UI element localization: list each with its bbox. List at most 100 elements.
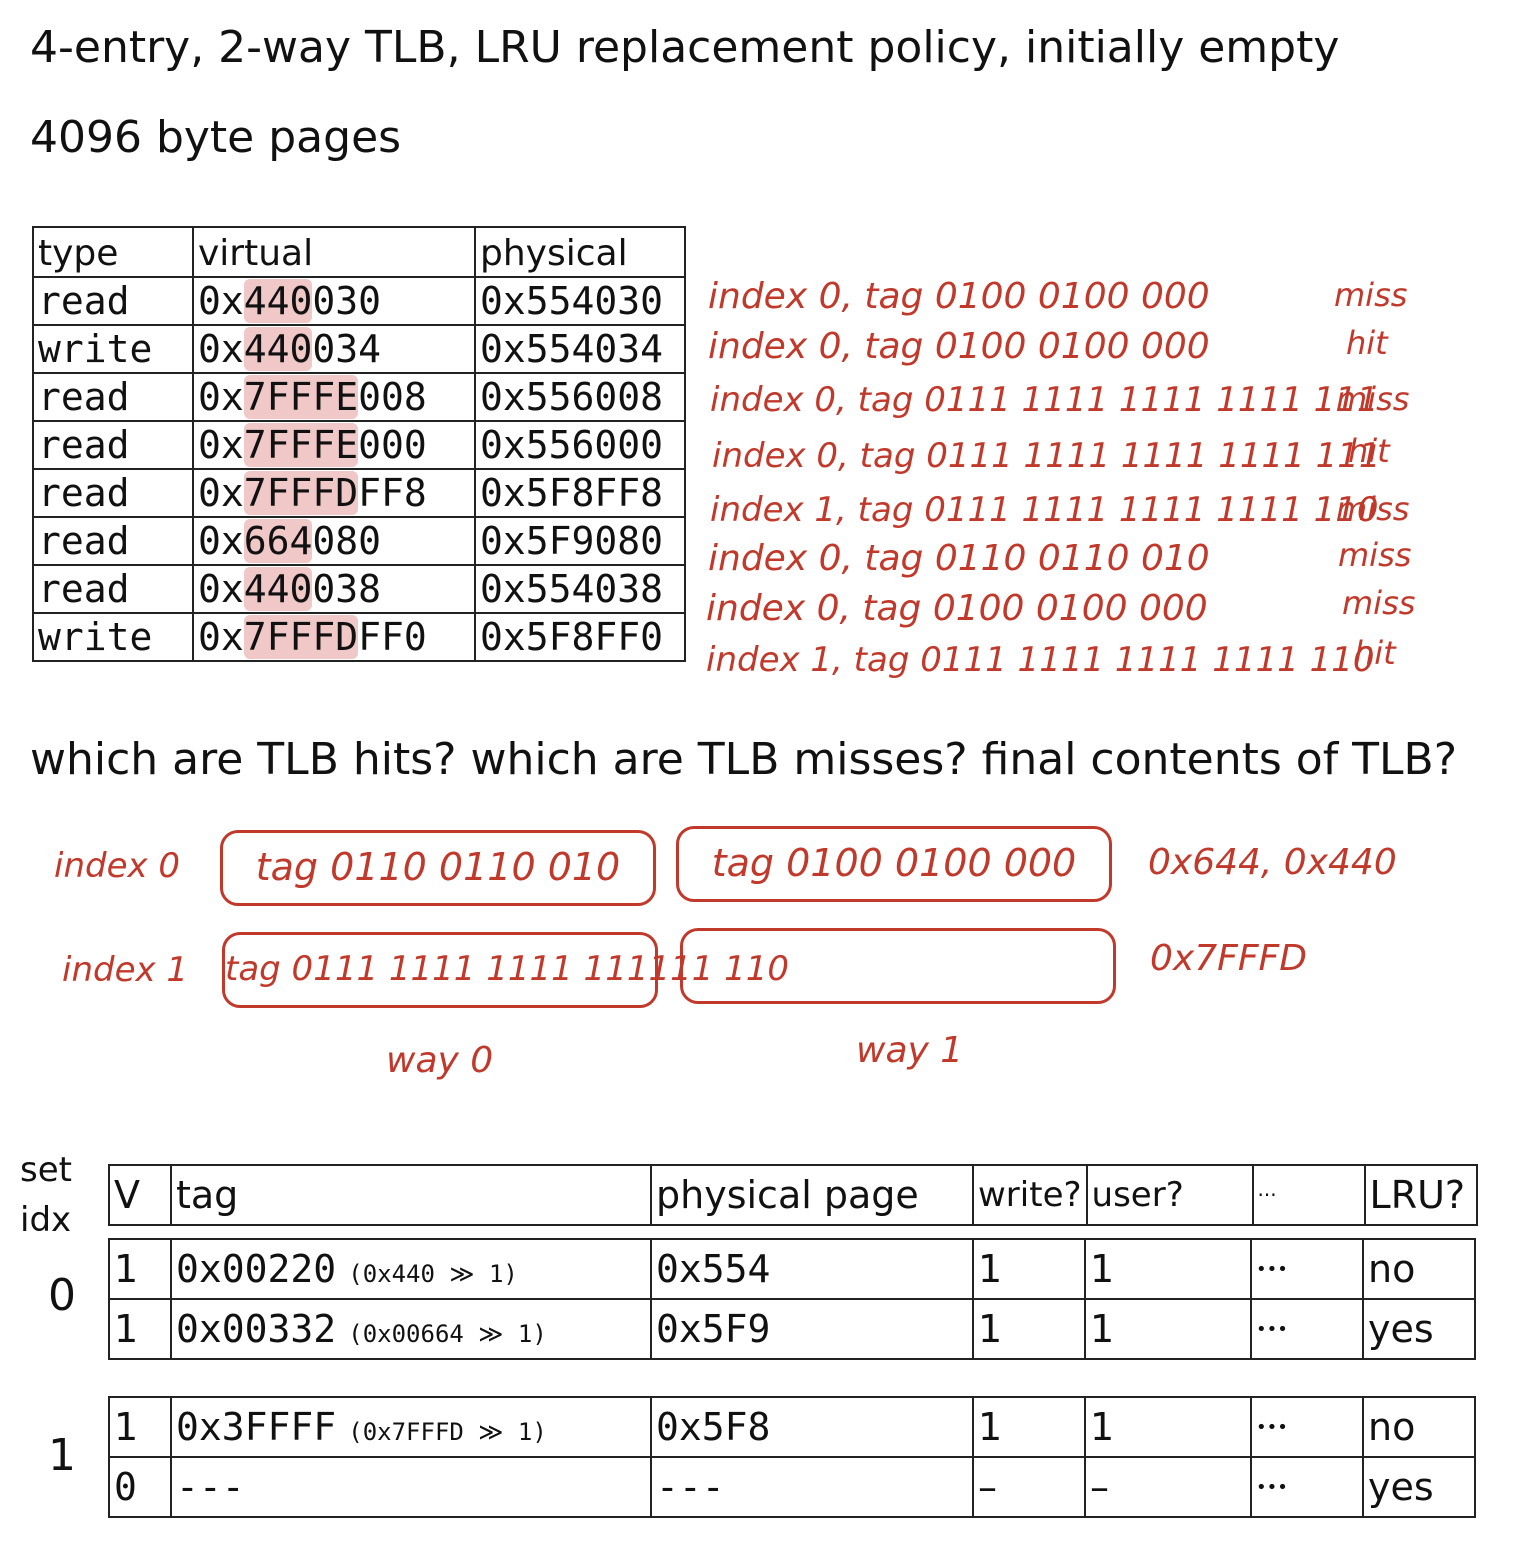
access-type: read <box>32 468 194 518</box>
header-physical-page: physical page <box>650 1164 974 1226</box>
entry-write: 1 <box>972 1298 1086 1360</box>
sketch-box-set1-way1 <box>680 928 1116 1004</box>
entry-physical-page: 0x554 <box>650 1238 974 1300</box>
entry-valid: 1 <box>108 1238 172 1300</box>
vpn-highlight: 440 <box>243 567 313 611</box>
virtual-address: 0x7FFFE008 <box>192 372 476 422</box>
entry-user: 1 <box>1084 1238 1252 1300</box>
virtual-address: 0x440034 <box>192 324 476 374</box>
virtual-address: 0x664080 <box>192 516 476 566</box>
access-type: read <box>32 564 194 614</box>
virtual-address: 0x7FFFE000 <box>192 420 476 470</box>
entry-user: – <box>1084 1456 1252 1518</box>
set-header-set: set <box>20 1150 72 1190</box>
entry-more: ••• <box>1250 1238 1364 1300</box>
vpn-highlight: 7FFFD <box>243 471 359 515</box>
access-row: read 0x7FFFE000 0x556000 <box>32 420 686 470</box>
annotation-index-tag: index 0, tag 0100 0100 000 <box>708 276 1210 317</box>
sketch-index0-label: index 0 <box>54 846 181 886</box>
virtual-address: 0x7FFFDFF0 <box>192 612 476 662</box>
header-valid: V <box>108 1164 172 1226</box>
entry-lru: no <box>1362 1238 1476 1300</box>
access-row: read 0x7FFFE008 0x556008 <box>32 372 686 422</box>
vpn-highlight: 7FFFD <box>243 615 359 659</box>
sketch-way1-label: way 1 <box>856 1030 964 1071</box>
access-type: write <box>32 612 194 662</box>
header-virtual: virtual <box>192 226 476 278</box>
entry-write: 1 <box>972 1238 1086 1300</box>
header-user: user? <box>1085 1164 1254 1226</box>
access-type: read <box>32 420 194 470</box>
vpn-highlight: 7FFFE <box>243 375 359 419</box>
virtual-address: 0x440030 <box>192 276 476 326</box>
entry-lru: yes <box>1362 1298 1476 1360</box>
physical-address: 0x554030 <box>474 276 686 326</box>
entry-more: ••• <box>1250 1298 1364 1360</box>
physical-address: 0x554034 <box>474 324 686 374</box>
physical-address: 0x5F8FF0 <box>474 612 686 662</box>
annotation-index-tag: index 1, tag 0111 1111 1111 1111 110 <box>706 640 1375 680</box>
entry-physical-page: 0x5F9 <box>650 1298 974 1360</box>
access-type: read <box>32 372 194 422</box>
tlb-entry: 0 --- --- – – ••• yes <box>108 1456 1476 1518</box>
physical-address: 0x554038 <box>474 564 686 614</box>
tlb-header-table: V tag physical page write? user? ··· LRU… <box>108 1164 1478 1226</box>
entry-physical-page: 0x5F8 <box>650 1396 974 1458</box>
entry-tag-note: (0x440 ≫ 1) <box>348 1260 518 1288</box>
virtual-address: 0x440038 <box>192 564 476 614</box>
sketch-box-set1-way0: tag 0111 1111 1111 111111 110 <box>222 932 789 1008</box>
entry-tag: 0x00332 (0x00664 ≫ 1) <box>170 1298 652 1360</box>
entry-write: – <box>972 1456 1086 1518</box>
access-row: write 0x7FFFDFF0 0x5F8FF0 <box>32 612 686 662</box>
access-table: type virtual physical read 0x440030 0x55… <box>32 226 686 662</box>
tlb-set-1: 1 0x3FFFF (0x7FFFD ≫ 1) 0x5F8 1 1 ••• no… <box>108 1396 1476 1518</box>
sketch-index1-label: index 1 <box>62 950 189 990</box>
sketch-box-set0-way1: tag 0100 0100 000 <box>676 826 1112 902</box>
annotation-index-tag: index 0, tag 0111 1111 1111 1111 111 <box>710 380 1379 420</box>
heading-config: 4-entry, 2-way TLB, LRU replacement poli… <box>30 22 1340 73</box>
annotation-result: hit <box>1348 432 1390 470</box>
access-row: read 0x440038 0x554038 <box>32 564 686 614</box>
sketch-box-set0-way0: tag 0110 0110 010 <box>220 830 656 906</box>
entry-tag: 0x3FFFF (0x7FFFD ≫ 1) <box>170 1396 652 1458</box>
entry-lru: no <box>1362 1396 1476 1458</box>
entry-tag: 0x00220 (0x440 ≫ 1) <box>170 1238 652 1300</box>
annotation-index-tag: index 0, tag 0100 0100 000 <box>708 326 1210 367</box>
entry-more: ••• <box>1250 1456 1364 1518</box>
access-row: read 0x7FFFDFF8 0x5F8FF8 <box>32 468 686 518</box>
vpn-highlight: 664 <box>243 519 313 563</box>
annotation-result: miss <box>1336 490 1410 528</box>
sketch-note-set1: 0x7FFFD <box>1150 938 1307 979</box>
access-type: read <box>32 516 194 566</box>
entry-lru: yes <box>1362 1456 1476 1518</box>
entry-physical-page: --- <box>650 1456 974 1518</box>
header-lru: LRU? <box>1363 1164 1478 1226</box>
access-type: read <box>32 276 194 326</box>
entry-valid: 1 <box>108 1298 172 1360</box>
header-tag: tag <box>170 1164 652 1226</box>
physical-address: 0x556008 <box>474 372 686 422</box>
tlb-set-0: 1 0x00220 (0x440 ≫ 1) 0x554 1 1 ••• no 1… <box>108 1238 1476 1360</box>
entry-more: ••• <box>1250 1396 1364 1458</box>
sketch-way0-label: way 0 <box>386 1040 494 1081</box>
physical-address: 0x5F9080 <box>474 516 686 566</box>
header-more: ··· <box>1251 1164 1366 1226</box>
tlb-entry: 1 0x3FFFF (0x7FFFD ≫ 1) 0x5F8 1 1 ••• no <box>108 1396 1476 1458</box>
access-row: write 0x440034 0x554034 <box>32 324 686 374</box>
annotation-index-tag: index 0, tag 0100 0100 000 <box>706 588 1208 629</box>
header-physical: physical <box>474 226 686 278</box>
tlb-entry: 1 0x00220 (0x440 ≫ 1) 0x554 1 1 ••• no <box>108 1238 1476 1300</box>
annotation-result: hit <box>1354 634 1396 672</box>
vpn-highlight: 7FFFE <box>243 423 359 467</box>
heading-page-size: 4096 byte pages <box>30 112 402 163</box>
set-header-idx: idx <box>20 1200 72 1240</box>
annotation-result: miss <box>1336 380 1410 418</box>
entry-valid: 1 <box>108 1396 172 1458</box>
entry-tag-note: (0x00664 ≫ 1) <box>348 1320 547 1348</box>
tlb-header-row: V tag physical page write? user? ··· LRU… <box>108 1164 1478 1226</box>
annotation-result: hit <box>1346 324 1388 362</box>
access-row: read 0x664080 0x5F9080 <box>32 516 686 566</box>
virtual-address: 0x7FFFDFF8 <box>192 468 476 518</box>
entry-user: 1 <box>1084 1396 1252 1458</box>
question-text: which are TLB hits? which are TLB misses… <box>30 734 1458 785</box>
